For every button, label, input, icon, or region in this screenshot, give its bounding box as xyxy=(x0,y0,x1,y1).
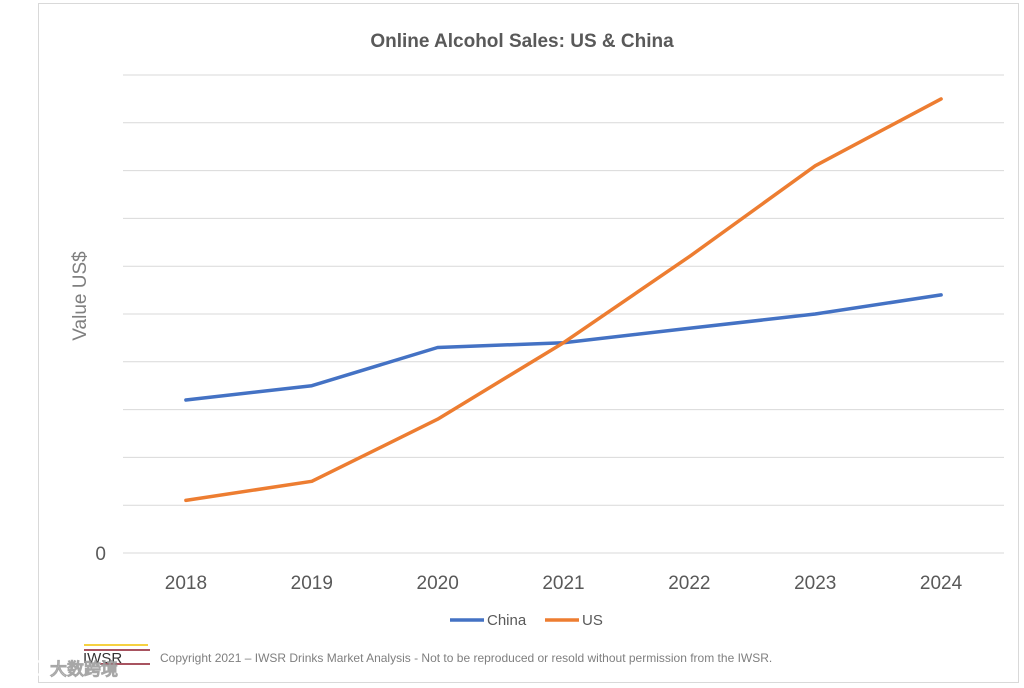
watermark-text: 大数跨境 xyxy=(50,659,118,679)
series-line-china xyxy=(184,293,943,402)
x-tick-label: 2018 xyxy=(165,573,207,594)
y-tick-labels: 0 xyxy=(95,544,106,565)
legend-label-china: China xyxy=(487,612,527,629)
x-tick-label: 2019 xyxy=(291,573,333,594)
iwsr-logo: IWSR xyxy=(83,644,150,667)
x-tick-label: 2022 xyxy=(668,573,710,594)
series-line-us xyxy=(184,97,943,503)
watermark: 大数跨境 xyxy=(8,659,118,679)
y-tick-label: 0 xyxy=(95,544,106,565)
x-tick-label: 2020 xyxy=(417,573,459,594)
copyright-notice: Copyright 2021 – IWSR Drinks Market Anal… xyxy=(160,651,772,665)
watermark-icon xyxy=(8,659,26,677)
x-tick-label: 2023 xyxy=(794,573,836,594)
legend: China US xyxy=(450,612,603,629)
gridlines xyxy=(123,74,1004,554)
series-lines xyxy=(184,97,943,503)
chart-title: Online Alcohol Sales: US & China xyxy=(370,31,674,52)
watermark-icon-2 xyxy=(25,659,43,677)
x-tick-labels: 2018 2019 2020 2021 2022 2023 2024 xyxy=(165,573,963,594)
logo-text: IWSR xyxy=(83,650,122,667)
y-axis-label: Value US$ xyxy=(70,251,91,341)
x-tick-label: 2024 xyxy=(920,573,963,594)
legend-label-us: US xyxy=(582,612,603,629)
x-tick-label: 2021 xyxy=(542,573,584,594)
